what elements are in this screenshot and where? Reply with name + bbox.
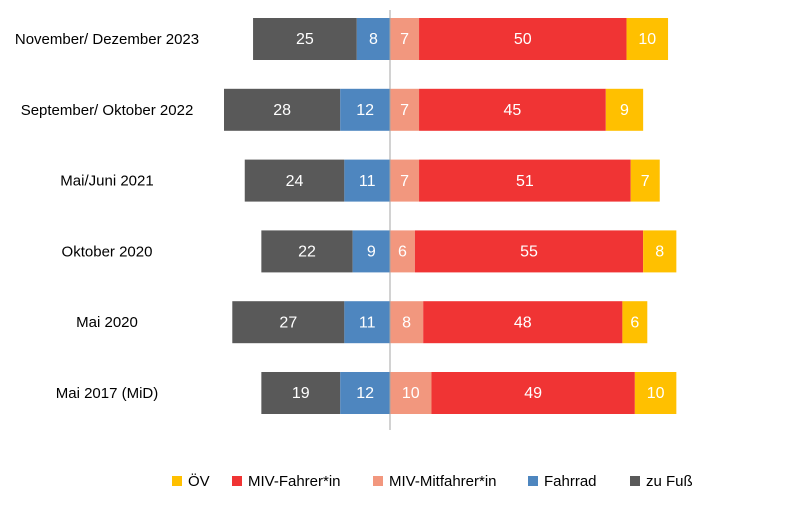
bar-miv-fahrer-in [431,372,635,414]
legend-swatch-zu-fuss [630,476,640,486]
bar-oev [630,159,660,202]
data-label-zu-fuss: 22 [298,244,316,261]
bar-zu-fuss [244,159,345,202]
bar-oev [622,301,648,344]
data-label-miv-mitfahrer-in: 8 [402,314,411,331]
data-label-miv-fahrer-in: 50 [514,31,532,48]
data-label-miv-fahrer-in: 49 [524,385,542,402]
bar-miv-mitfahrer-in [390,88,420,131]
data-label-zu-fuss: 28 [273,102,291,119]
legend: ÖV MIV-Fahrer*in MIV-Mitfahrer*in Fahrrad zu… [172,472,693,490]
bar-zu-fuss [232,301,345,344]
bar-oev [605,88,644,131]
bar-miv-fahrer-in [419,159,631,202]
category-label: Mai 2020 [76,314,138,331]
data-label-fahrrad: 11 [359,314,376,331]
legend-swatch-fahrrad [528,476,538,486]
legend-swatch-oev [172,476,182,486]
data-label-fahrrad: 8 [369,31,378,48]
bar-fahrrad [340,372,390,414]
data-label-miv-mitfahrer-in: 7 [400,173,409,190]
bar-fahrrad [344,159,390,202]
bar-miv-fahrer-in [414,230,644,273]
category-label: November/ Dezember 2023 [15,31,199,48]
bar-fahrrad [352,230,390,273]
legend-label-fahrrad: Fahrrad [544,473,597,490]
bar-oev [634,372,677,414]
data-label-miv-mitfahrer-in: 7 [400,102,409,119]
data-label-oev: 7 [641,173,650,190]
data-label-oev: 10 [647,385,665,402]
labels-layer: November/ Dezember 2023 25 8 7 50 10 September… [15,31,665,402]
category-label: Mai/Juni 2021 [60,173,153,190]
bar-zu-fuss [224,88,341,131]
legend-swatch-miv-mitfahrer-in [373,476,383,486]
data-label-zu-fuss: 24 [286,173,304,190]
data-label-zu-fuss: 27 [279,314,297,331]
data-label-oev: 9 [620,102,629,119]
category-label: September/ Oktober 2022 [21,102,194,119]
data-label-miv-mitfahrer-in: 10 [402,385,420,402]
legend-label-oev: ÖV [188,472,210,490]
bar-miv-mitfahrer-in [390,159,420,202]
bar-fahrrad [340,88,390,131]
bars-layer [224,18,677,414]
data-label-fahrrad: 12 [356,102,374,119]
data-label-miv-mitfahrer-in: 7 [400,31,409,48]
data-label-miv-fahrer-in: 55 [520,244,538,261]
bar-miv-mitfahrer-in [390,230,415,273]
bar-miv-mitfahrer-in [390,372,432,414]
data-label-fahrrad: 12 [356,385,374,402]
bar-miv-fahrer-in [419,18,627,60]
data-label-miv-fahrer-in: 51 [516,173,534,190]
bar-zu-fuss [253,18,357,60]
data-label-zu-fuss: 25 [296,31,314,48]
bar-fahrrad [356,18,390,60]
bar-miv-fahrer-in [423,301,623,344]
bar-miv-mitfahrer-in [390,18,420,60]
bar-miv-mitfahrer-in [390,301,424,344]
bar-oev [643,230,677,273]
data-label-fahrrad: 9 [367,244,376,261]
category-label: Oktober 2020 [62,243,153,260]
data-label-miv-mitfahrer-in: 6 [398,244,407,261]
category-label: Mai 2017 (MiD) [56,385,159,402]
data-label-miv-fahrer-in: 45 [504,102,522,119]
legend-label-zu-fuss: zu Fuß [646,473,693,490]
legend-swatch-miv-fahrer-in [232,476,242,486]
bar-fahrrad [344,301,390,344]
bar-zu-fuss [261,230,353,273]
bar-zu-fuss [261,372,341,414]
legend-label-miv-mitfahrer-in: MIV-Mitfahrer*in [389,473,497,490]
bar-miv-fahrer-in [419,88,606,131]
legend-label-miv-fahrer-in: MIV-Fahrer*in [248,473,341,490]
data-label-oev: 10 [638,31,656,48]
data-label-oev: 6 [630,314,639,331]
data-label-oev: 8 [655,244,664,261]
data-label-miv-fahrer-in: 48 [514,314,532,331]
data-label-fahrrad: 11 [359,173,376,190]
data-label-zu-fuss: 19 [292,385,310,402]
bar-oev [626,18,669,60]
